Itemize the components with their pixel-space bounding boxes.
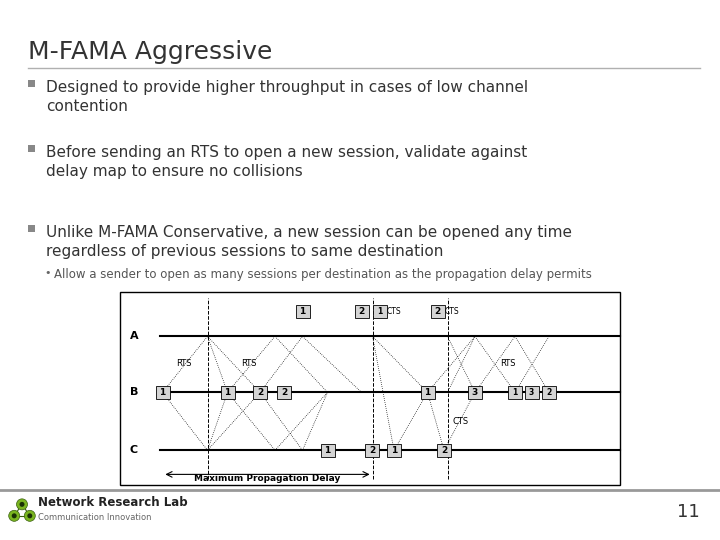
Bar xyxy=(220,386,235,399)
Text: 2: 2 xyxy=(441,446,447,455)
Circle shape xyxy=(27,514,32,518)
Text: 2: 2 xyxy=(257,388,263,397)
Text: 2: 2 xyxy=(546,388,552,397)
Text: 2: 2 xyxy=(281,388,287,397)
Bar xyxy=(468,386,482,399)
Text: RTS: RTS xyxy=(176,359,192,368)
Text: CTS: CTS xyxy=(453,417,469,426)
Text: Maximum Propagation Delay: Maximum Propagation Delay xyxy=(194,474,341,483)
Text: 11: 11 xyxy=(678,503,700,521)
Bar xyxy=(354,305,369,318)
Bar xyxy=(28,225,35,232)
Bar xyxy=(277,386,291,399)
Text: CTS: CTS xyxy=(387,307,401,316)
Bar xyxy=(156,386,169,399)
Bar xyxy=(387,444,401,457)
Bar xyxy=(508,386,522,399)
Text: 1: 1 xyxy=(391,446,397,455)
Bar xyxy=(28,145,35,152)
Text: •: • xyxy=(44,268,50,278)
Text: RTS: RTS xyxy=(500,359,516,368)
Text: C: C xyxy=(130,446,138,455)
Circle shape xyxy=(17,499,27,510)
Bar xyxy=(431,305,444,318)
Text: Network Research Lab: Network Research Lab xyxy=(38,496,188,510)
Bar xyxy=(437,444,451,457)
Bar xyxy=(365,444,379,457)
Text: 1: 1 xyxy=(159,388,166,397)
Text: 1: 1 xyxy=(325,446,330,455)
Text: 2: 2 xyxy=(369,446,375,455)
Bar xyxy=(542,386,556,399)
Circle shape xyxy=(9,510,19,521)
Text: Designed to provide higher throughput in cases of low channel
contention: Designed to provide higher throughput in… xyxy=(46,80,528,114)
Text: Communication Innovation: Communication Innovation xyxy=(38,514,151,523)
Text: Allow a sender to open as many sessions per destination as the propagation delay: Allow a sender to open as many sessions … xyxy=(54,268,592,281)
Text: CTS: CTS xyxy=(444,307,459,316)
Bar xyxy=(295,305,310,318)
Text: A: A xyxy=(130,332,139,341)
Text: 1: 1 xyxy=(300,307,305,316)
Text: 2: 2 xyxy=(359,307,364,316)
Circle shape xyxy=(19,502,24,507)
Bar xyxy=(320,444,335,457)
Bar xyxy=(28,80,35,87)
Text: B: B xyxy=(130,387,138,397)
Text: 1: 1 xyxy=(377,307,382,316)
Bar xyxy=(253,386,267,399)
Text: Unlike M-FAMA Conservative, a new session can be opened any time
regardless of p: Unlike M-FAMA Conservative, a new sessio… xyxy=(46,225,572,259)
Text: 1: 1 xyxy=(424,388,431,397)
Bar xyxy=(373,305,387,318)
Bar xyxy=(524,386,539,399)
Text: RTS: RTS xyxy=(241,359,257,368)
Circle shape xyxy=(12,514,17,518)
Text: 2: 2 xyxy=(434,307,441,316)
Bar xyxy=(420,386,434,399)
Text: 3: 3 xyxy=(529,388,534,397)
Text: 1: 1 xyxy=(225,388,230,397)
Circle shape xyxy=(24,510,35,521)
Text: M-FAMA Aggressive: M-FAMA Aggressive xyxy=(28,40,272,64)
Bar xyxy=(120,292,620,485)
Text: 3: 3 xyxy=(472,388,478,397)
Text: 1: 1 xyxy=(513,388,518,397)
Text: Before sending an RTS to open a new session, validate against
delay map to ensur: Before sending an RTS to open a new sess… xyxy=(46,145,527,179)
